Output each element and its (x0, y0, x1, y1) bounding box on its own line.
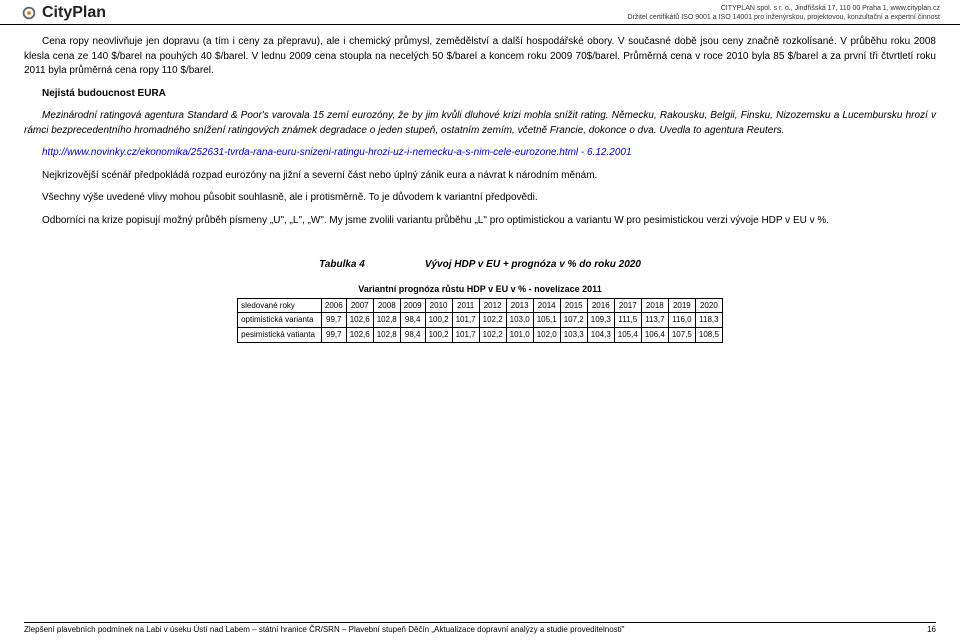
val-cell: 108,5 (695, 327, 722, 342)
year-cell: 2020 (695, 298, 722, 313)
val-cell: 101,7 (452, 313, 479, 328)
logo-text: CityPlan (42, 4, 106, 22)
val-cell: 107,2 (560, 313, 587, 328)
table-row: optimistická varianta 99,7 102,6 102,8 9… (238, 313, 723, 328)
year-cell: 2017 (614, 298, 641, 313)
cert-line: Držitel certifikátů ISO 9001 a ISO 14001… (628, 13, 940, 22)
val-cell: 106,4 (641, 327, 668, 342)
val-cell: 113,7 (641, 313, 668, 328)
heading-eura: Nejistá budoucnost EURA (24, 87, 936, 102)
val-cell: 100,2 (425, 313, 452, 328)
year-cell: 2012 (479, 298, 506, 313)
val-cell: 98,4 (400, 313, 425, 328)
row-label: pesimistická vatianta (238, 327, 322, 342)
year-cell: 2018 (641, 298, 668, 313)
table-row: pesimistická vatianta 99,7 102,6 102,8 9… (238, 327, 723, 342)
para-oil-prices: Cena ropy neovlivňuje jen dopravu (a tím… (24, 35, 936, 79)
val-cell: 107,5 (668, 327, 695, 342)
year-cell: 2006 (321, 298, 346, 313)
year-cell: 2008 (373, 298, 400, 313)
year-cell: 2009 (400, 298, 425, 313)
row-label: optimistická varianta (238, 313, 322, 328)
source-link[interactable]: http://www.novinky.cz/ekonomika/252631-t… (24, 146, 936, 161)
val-cell: 98,4 (400, 327, 425, 342)
val-cell: 103,0 (506, 313, 533, 328)
content-area: Cena ropy neovlivňuje jen dopravu (a tím… (0, 25, 960, 342)
val-cell: 100,2 (425, 327, 452, 342)
para-influences: Všechny výše uvedené vlivy mohou působit… (24, 191, 936, 206)
company-line: CITYPLAN spol. s r. o., Jindřišská 17, 1… (628, 4, 940, 13)
val-cell: 102,0 (533, 327, 560, 342)
para-rating: Mezinárodní ratingová agentura Standard … (24, 109, 936, 138)
val-cell: 102,6 (346, 313, 373, 328)
table-number: Tabulka 4 (319, 258, 365, 273)
year-cell: 2016 (587, 298, 614, 313)
val-cell: 101,0 (506, 327, 533, 342)
val-cell: 118,3 (695, 313, 722, 328)
val-cell: 116,0 (668, 313, 695, 328)
gdp-table: sledované roky 2006 2007 2008 2009 2010 … (237, 298, 723, 343)
val-cell: 105,1 (533, 313, 560, 328)
page-number: 16 (927, 625, 936, 634)
val-cell: 111,5 (614, 313, 641, 328)
val-cell: 102,2 (479, 327, 506, 342)
val-cell: 102,2 (479, 313, 506, 328)
page-header: CityPlan CITYPLAN spol. s r. o., Jindřiš… (0, 0, 960, 25)
val-cell: 99,7 (321, 327, 346, 342)
val-cell: 99,7 (321, 313, 346, 328)
val-cell: 105,4 (614, 327, 641, 342)
year-cell: 2015 (560, 298, 587, 313)
footer-text: Zlepšení plavebních podmínek na Labi v ú… (24, 625, 625, 634)
page-footer: Zlepšení plavebních podmínek na Labi v ú… (24, 622, 936, 634)
table-title: Vývoj HDP v EU + prognóza v % do roku 20… (425, 258, 641, 273)
para-crisis: Nejkrizovější scénář předpokládá rozpad … (24, 169, 936, 184)
year-cell: 2007 (346, 298, 373, 313)
para-scenarios: Odborníci na krize popisují možný průběh… (24, 214, 936, 229)
logo: CityPlan (20, 4, 106, 22)
year-cell: 2019 (668, 298, 695, 313)
table-caption: Variantní prognóza růstu HDP v EU v % - … (24, 283, 936, 296)
year-cell: 2014 (533, 298, 560, 313)
val-cell: 103,3 (560, 327, 587, 342)
table-header-row: sledované roky 2006 2007 2008 2009 2010 … (238, 298, 723, 313)
val-cell: 109,3 (587, 313, 614, 328)
table-number-row: Tabulka 4 Vývoj HDP v EU + prognóza v % … (24, 258, 936, 273)
val-cell: 101,7 (452, 327, 479, 342)
val-cell: 102,6 (346, 327, 373, 342)
header-label: sledované roky (238, 298, 322, 313)
val-cell: 102,8 (373, 327, 400, 342)
year-cell: 2011 (452, 298, 479, 313)
year-cell: 2010 (425, 298, 452, 313)
val-cell: 104,3 (587, 327, 614, 342)
header-meta: CITYPLAN spol. s r. o., Jindřišská 17, 1… (628, 4, 940, 22)
logo-icon (20, 4, 38, 22)
val-cell: 102,8 (373, 313, 400, 328)
year-cell: 2013 (506, 298, 533, 313)
